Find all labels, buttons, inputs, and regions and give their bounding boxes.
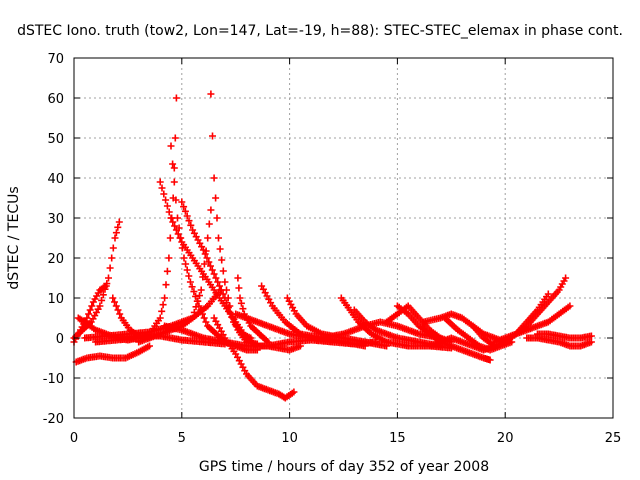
y-tick-label: -10 (43, 372, 64, 387)
y-axis-label: dSTEC / TECUs (6, 186, 22, 289)
series-pass-l (210, 314, 298, 402)
x-tick-label: 20 (497, 431, 514, 446)
y-tick-label: 30 (47, 212, 64, 227)
series-pass-c (72, 342, 153, 366)
y-tick-label: 10 (47, 292, 64, 307)
y-tick-label: 70 (47, 52, 64, 67)
plot-frame (73, 57, 614, 419)
y-tick-label: 50 (47, 132, 64, 147)
chart-title: dSTEC Iono. truth (tow2, Lon=147, Lat=-1… (17, 23, 623, 39)
x-tick-label: 25 (605, 431, 622, 446)
y-tick-label: -20 (43, 412, 64, 427)
series-pass-b (70, 218, 123, 342)
x-tick-label: 5 (178, 431, 186, 446)
series-pass-af (534, 330, 595, 342)
x-axis-label: GPS time / hours of day 352 of year 2008 (199, 459, 489, 475)
x-tick-label: 15 (389, 431, 406, 446)
series-pass-ad (512, 302, 574, 338)
grid (74, 58, 613, 418)
data-series-layer (70, 90, 595, 402)
series-pass-ae (523, 334, 595, 350)
y-tick-label: 0 (56, 332, 64, 347)
y-tick-label: 40 (47, 172, 64, 187)
x-tick-label: 10 (281, 431, 298, 446)
y-tick-label: 60 (47, 92, 64, 107)
x-tick-label: 0 (70, 431, 78, 446)
series-pass-m (178, 198, 255, 342)
y-tick-label: 20 (47, 252, 64, 267)
axis-ticks: 0 5 10 15 20 25 -20 -10 0 10 20 30 40 50 60 70 (43, 52, 622, 446)
series-pass-k (207, 90, 261, 348)
series-pass-g (92, 94, 180, 346)
series-pass-o (113, 332, 229, 348)
